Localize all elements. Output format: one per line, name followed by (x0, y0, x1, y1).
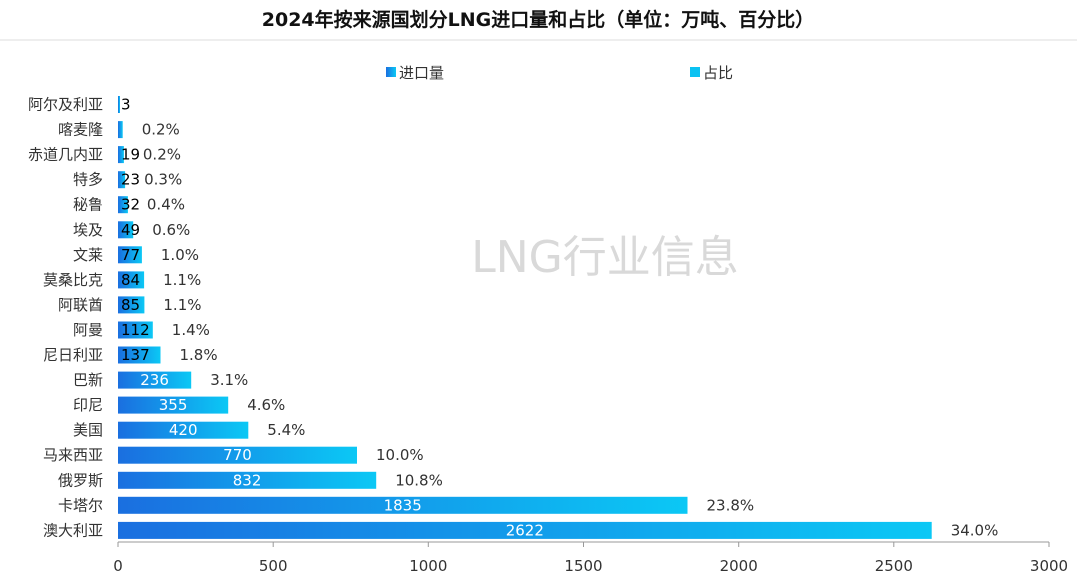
x-tick-label: 3000 (1030, 557, 1068, 575)
x-tick-label: 500 (259, 557, 288, 575)
category-label: 阿尔及利亚 (28, 96, 103, 114)
value-label: 770 (223, 446, 252, 464)
x-axis-ticks: 0 500 1000 1500 2000 2500 3000 (113, 542, 1068, 575)
legend-swatch-volume (386, 67, 396, 77)
bar (118, 246, 142, 264)
category-label: 马来西亚 (43, 446, 103, 464)
share-labels: 0.2% 0.2% 0.3% 0.4% 0.6% 1.0% 1.1% 1.1% 1.4% 1.8%… (142, 121, 999, 540)
bar (118, 271, 145, 289)
x-tick-label: 2000 (720, 557, 758, 575)
value-label: 32 (121, 196, 140, 214)
bar (118, 321, 153, 339)
value-label: 832 (233, 471, 262, 489)
legend-swatch-share (690, 67, 700, 77)
share-label: 1.1% (163, 296, 201, 314)
bar (118, 296, 145, 314)
category-label: 美国 (73, 421, 103, 439)
share-label: 34.0% (951, 521, 999, 539)
share-label: 0.3% (144, 171, 182, 189)
bar (118, 146, 124, 164)
bar (118, 96, 120, 113)
value-label: 84 (121, 271, 140, 289)
share-label: 10.0% (376, 446, 424, 464)
share-label: 4.6% (247, 396, 285, 414)
bar (118, 221, 134, 239)
value-label: 137 (121, 346, 150, 364)
bar (118, 446, 357, 464)
bar (118, 471, 377, 489)
category-label: 秘鲁 (73, 196, 103, 214)
value-label: 49 (121, 221, 140, 239)
category-label: 巴新 (73, 371, 103, 389)
legend: 进口量 占比 (386, 64, 733, 82)
chart-title: 2024年按来源国划分LNG进口量和占比（单位：万吨、百分比） (262, 8, 815, 31)
value-label: 3 (121, 96, 131, 114)
x-tick-label: 1500 (564, 557, 602, 575)
share-label: 3.1% (210, 371, 248, 389)
value-label: 355 (159, 396, 188, 414)
value-label: 85 (121, 296, 140, 314)
share-label: 0.6% (152, 221, 190, 239)
category-label: 埃及 (73, 221, 103, 239)
value-label: 23 (121, 171, 140, 189)
category-label: 特多 (73, 171, 103, 189)
x-tick-label: 2500 (875, 557, 913, 575)
bar (118, 346, 161, 364)
value-label: 236 (140, 371, 169, 389)
share-label: 0.2% (142, 121, 180, 139)
x-tick-label: 1000 (409, 557, 447, 575)
bar (118, 396, 229, 414)
share-label: 1.8% (180, 346, 218, 364)
value-label: 77 (121, 246, 140, 264)
share-label: 0.2% (143, 146, 181, 164)
share-label: 0.4% (147, 196, 185, 214)
category-label: 尼日利亚 (43, 346, 103, 364)
bar (118, 421, 249, 439)
x-tick-label: 0 (113, 557, 123, 575)
category-label: 阿曼 (73, 321, 103, 339)
value-label: 420 (169, 421, 198, 439)
bar (118, 521, 932, 539)
share-label: 1.0% (161, 246, 199, 264)
legend-label-volume: 进口量 (399, 64, 444, 82)
share-label: 5.4% (267, 421, 305, 439)
share-label: 1.1% (163, 271, 201, 289)
value-label: 2622 (506, 521, 544, 539)
category-label: 阿联酋 (58, 296, 103, 314)
value-label: 19 (121, 146, 140, 164)
category-label: 俄罗斯 (58, 471, 103, 489)
share-label: 10.8% (395, 471, 443, 489)
category-label: 印尼 (73, 396, 103, 414)
bar (118, 171, 126, 189)
bar (118, 196, 128, 214)
share-label: 23.8% (707, 496, 755, 514)
watermark: LNG行业信息 (471, 232, 739, 283)
bar (118, 121, 123, 139)
category-label: 莫桑比克 (43, 271, 103, 289)
bar (118, 496, 688, 514)
category-label: 卡塔尔 (58, 496, 103, 514)
value-label: 112 (121, 321, 150, 339)
bar (118, 371, 192, 389)
legend-label-share: 占比 (703, 64, 733, 82)
share-label: 1.4% (172, 321, 210, 339)
category-label: 喀麦隆 (58, 121, 103, 139)
category-label: 文莱 (73, 246, 103, 264)
value-labels: 3 19 23 32 49 77 84 85 112 137 236 355 420 770 832 1835… (121, 96, 544, 540)
category-label: 澳大利亚 (43, 521, 103, 539)
bars (118, 96, 932, 539)
value-label: 1835 (384, 496, 422, 514)
category-label: 赤道几内亚 (28, 146, 103, 164)
category-labels: 阿尔及利亚喀麦隆赤道几内亚特多秘鲁埃及文莱莫桑比克阿联酋阿曼尼日利亚巴新印尼美国… (28, 96, 103, 540)
